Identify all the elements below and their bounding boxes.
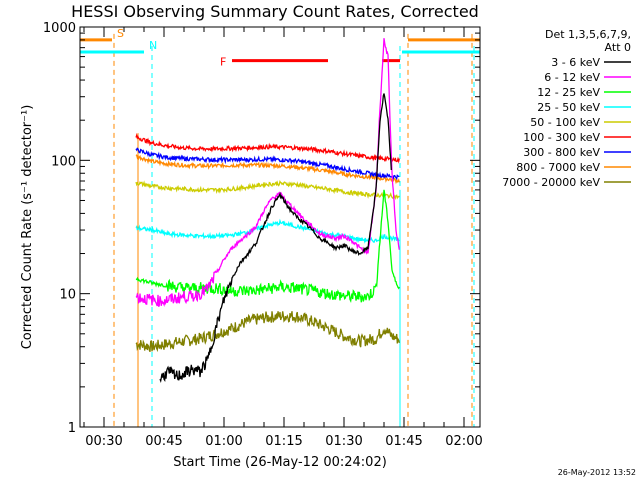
series-line xyxy=(135,132,400,164)
y-axis-label: Corrected Count Rate (s⁻¹ detector⁻¹) xyxy=(20,105,35,350)
footer-timestamp: 26-May-2012 13:52 xyxy=(558,468,636,477)
x-tick-label: 01:45 xyxy=(385,434,422,449)
interval-label: N xyxy=(149,39,157,52)
x-axis-label: Start Time (26-May-12 00:24:02) xyxy=(173,455,387,470)
series-line xyxy=(135,153,400,185)
x-tick-label: 01:30 xyxy=(325,434,362,449)
legend-entry-label: 100 - 300 keV xyxy=(523,131,600,144)
series-line xyxy=(135,189,400,304)
series-line xyxy=(135,179,400,200)
legend: Det 1,3,5,6,7,9, Att 0 3 - 6 keV 6 - 12 k… xyxy=(502,28,631,189)
interval-label: F xyxy=(220,56,226,69)
plot-area: S N F xyxy=(80,27,480,427)
series-line xyxy=(135,218,400,244)
series-line xyxy=(159,93,392,384)
interval-label: S xyxy=(117,27,124,40)
legend-entry-label: 7000 - 20000 keV xyxy=(502,176,600,189)
legend-entry-label: 50 - 100 keV xyxy=(530,116,600,129)
legend-entry-label: 6 - 12 keV xyxy=(544,71,600,84)
series-line xyxy=(135,38,400,307)
legend-entry-label: 300 - 800 keV xyxy=(523,146,600,159)
legend-header-1: Det 1,3,5,6,7,9, xyxy=(545,28,631,41)
chart-title: HESSI Observing Summary Count Rates, Cor… xyxy=(71,2,479,21)
legend-entry-label: 25 - 50 keV xyxy=(537,101,600,114)
x-tick-label: 01:00 xyxy=(205,434,242,449)
y-tick-label: 1 xyxy=(68,421,76,436)
plot-frame xyxy=(79,26,481,428)
legend-entry-label: 3 - 6 keV xyxy=(551,56,600,69)
axes: 1 10 100 1000 00:30 00:45 01:00 01:15 01:30 01:45… xyxy=(43,21,483,449)
series-line xyxy=(135,311,400,353)
x-tick-label: 02:00 xyxy=(445,434,482,449)
legend-header-2: Att 0 xyxy=(605,41,631,54)
x-tick-label: 00:45 xyxy=(145,434,182,449)
y-tick-label: 100 xyxy=(51,154,76,169)
x-tick-label: 00:30 xyxy=(85,434,122,449)
y-tick-label: 10 xyxy=(59,288,76,303)
y-tick-label: 1000 xyxy=(43,21,76,36)
legend-entry-label: 800 - 7000 keV xyxy=(516,161,600,174)
legend-entry-label: 12 - 25 keV xyxy=(537,86,600,99)
series-line xyxy=(135,147,400,181)
x-tick-label: 01:15 xyxy=(265,434,302,449)
